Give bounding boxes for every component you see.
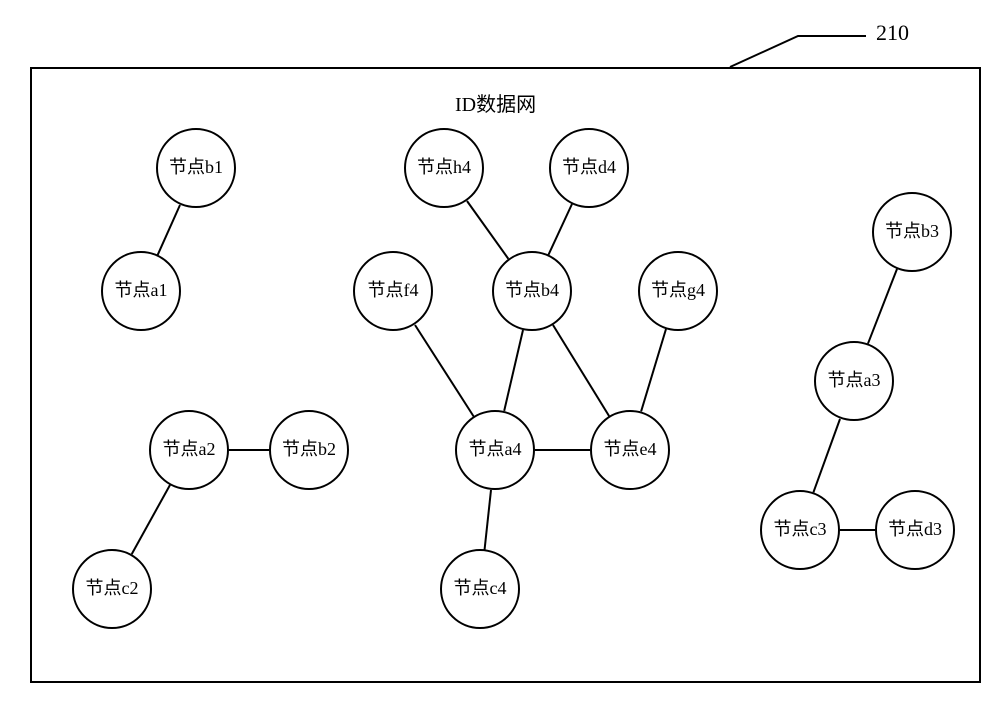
node-a1: 节点a1: [101, 251, 181, 331]
callout-label: 210: [876, 20, 909, 46]
node-g4: 节点g4: [638, 251, 718, 331]
node-h4: 节点h4: [404, 128, 484, 208]
node-c4: 节点c4: [440, 549, 520, 629]
node-d4: 节点d4: [549, 128, 629, 208]
node-e4: 节点e4: [590, 410, 670, 490]
diagram-title: ID数据网: [455, 88, 536, 117]
node-f4: 节点f4: [353, 251, 433, 331]
node-b1: 节点b1: [156, 128, 236, 208]
edge-c3-d3: [840, 529, 875, 531]
node-d3: 节点d3: [875, 490, 955, 570]
node-b2: 节点b2: [269, 410, 349, 490]
node-c2: 节点c2: [72, 549, 152, 629]
node-a3: 节点a3: [814, 341, 894, 421]
node-a2: 节点a2: [149, 410, 229, 490]
node-a4: 节点a4: [455, 410, 535, 490]
diagram-canvas: { "canvas": { "width": 1000, "height": 7…: [0, 0, 1000, 709]
edge-a4-e4: [535, 449, 590, 451]
edge-a2-b2: [229, 449, 269, 451]
node-c3: 节点c3: [760, 490, 840, 570]
node-b3: 节点b3: [872, 192, 952, 272]
node-b4: 节点b4: [492, 251, 572, 331]
